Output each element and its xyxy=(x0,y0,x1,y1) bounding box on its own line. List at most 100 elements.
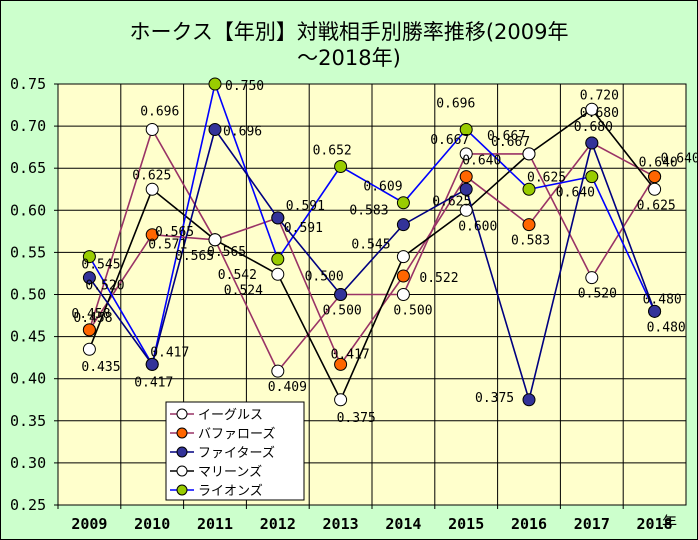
data-label: 0.565 xyxy=(155,225,194,240)
data-label: 0.571 xyxy=(148,238,187,253)
data-label: 0.640 xyxy=(661,152,698,167)
data-label: 0.417 xyxy=(134,375,173,390)
x-axis-unit: 年 xyxy=(662,513,677,531)
legend-label: バファローズ xyxy=(198,426,275,442)
data-label: 0.500 xyxy=(393,304,432,319)
data-label: 0.640 xyxy=(556,186,595,201)
data-point xyxy=(334,393,348,407)
series-line xyxy=(88,108,656,402)
y-tick-label: 0.60 xyxy=(10,201,46,219)
y-tick-label: 0.45 xyxy=(10,328,46,346)
data-label: 0.680 xyxy=(580,106,619,121)
data-label: 0.542 xyxy=(218,268,257,283)
data-point xyxy=(208,122,222,136)
data-label: 0.625 xyxy=(132,168,171,183)
series-line xyxy=(88,127,656,403)
data-label: 0.545 xyxy=(351,238,390,253)
y-tick-label: 0.50 xyxy=(10,286,46,304)
x-tick-label: 2017 xyxy=(574,515,610,533)
data-label: 0.458 xyxy=(71,307,110,322)
legend-marker xyxy=(176,446,188,458)
legend-label: マリーンズ xyxy=(198,464,262,480)
data-label: 0.520 xyxy=(85,279,124,294)
data-point xyxy=(522,182,536,196)
data-label: 0.480 xyxy=(643,292,682,307)
data-point xyxy=(585,271,599,285)
data-label: 0.600 xyxy=(458,219,497,234)
data-point xyxy=(334,357,348,371)
data-point xyxy=(82,271,96,285)
y-tick-label: 0.35 xyxy=(10,412,46,430)
x-tick-label: 2010 xyxy=(134,515,170,533)
data-label: 0.625 xyxy=(527,170,566,185)
y-tick-label: 0.25 xyxy=(10,496,46,514)
data-point xyxy=(82,342,96,356)
data-label: 0.417 xyxy=(150,345,189,360)
data-label: 0.696 xyxy=(436,96,475,111)
data-label: 0.375 xyxy=(337,411,376,426)
x-tick-label: 2012 xyxy=(260,515,296,533)
data-point xyxy=(271,211,285,225)
data-label: 0.680 xyxy=(574,120,613,135)
data-point xyxy=(334,288,348,301)
data-point xyxy=(459,203,473,217)
y-tick-label: 0.75 xyxy=(10,75,46,93)
data-label: 0.583 xyxy=(511,234,550,249)
data-label: 0.625 xyxy=(637,198,676,213)
data-point xyxy=(459,122,473,136)
data-label: 0.696 xyxy=(140,104,179,119)
data-point xyxy=(334,160,348,174)
data-label: 0.565 xyxy=(175,249,214,264)
data-label: 0.667 xyxy=(491,135,530,150)
data-point xyxy=(648,170,662,184)
data-label: 0.625 xyxy=(432,194,471,209)
data-point xyxy=(648,182,662,196)
x-tick-label: 2014 xyxy=(385,515,421,533)
legend-label: ライオンズ xyxy=(198,483,263,499)
data-point xyxy=(459,182,473,196)
x-tick-label: 2013 xyxy=(323,515,359,533)
data-label: 0.652 xyxy=(313,144,352,159)
y-tick-label: 0.55 xyxy=(10,243,46,261)
data-label: 0.520 xyxy=(578,287,617,302)
data-point xyxy=(459,170,473,184)
y-tick-label: 0.40 xyxy=(10,370,46,388)
data-label: 0.609 xyxy=(363,180,402,195)
x-tick-label: 2015 xyxy=(448,515,484,533)
legend-marker xyxy=(176,408,188,420)
data-label: 0.591 xyxy=(284,221,323,236)
legend-label: ファイターズ xyxy=(198,445,275,461)
chart-title-line2: ～2018年) xyxy=(297,46,401,70)
data-point xyxy=(522,218,536,232)
series-line xyxy=(88,81,656,367)
series-line xyxy=(88,127,656,373)
data-point xyxy=(459,147,473,161)
data-label: 0.591 xyxy=(286,199,325,214)
data-label: 0.458 xyxy=(73,311,112,326)
data-label: 0.500 xyxy=(323,304,362,319)
data-point xyxy=(522,393,536,407)
data-point xyxy=(396,218,410,232)
data-point xyxy=(145,357,159,371)
data-point xyxy=(208,77,222,91)
x-tick-label: 2011 xyxy=(197,515,233,533)
data-point xyxy=(585,170,599,184)
data-label: 0.583 xyxy=(349,204,388,219)
data-point xyxy=(522,147,536,161)
data-label: 0.750 xyxy=(225,79,264,94)
data-label: 0.720 xyxy=(580,88,619,103)
data-label: 0.409 xyxy=(268,380,307,395)
data-point xyxy=(271,267,285,281)
data-label: 0.667 xyxy=(430,133,469,148)
legend-marker xyxy=(176,427,188,439)
data-label: 0.480 xyxy=(647,320,686,335)
data-point xyxy=(82,323,96,337)
data-point xyxy=(145,182,159,196)
data-point xyxy=(648,304,662,318)
data-point xyxy=(396,288,410,301)
data-point xyxy=(396,196,410,210)
data-point xyxy=(145,228,159,242)
data-point xyxy=(82,250,96,264)
data-label: 0.435 xyxy=(81,360,120,375)
